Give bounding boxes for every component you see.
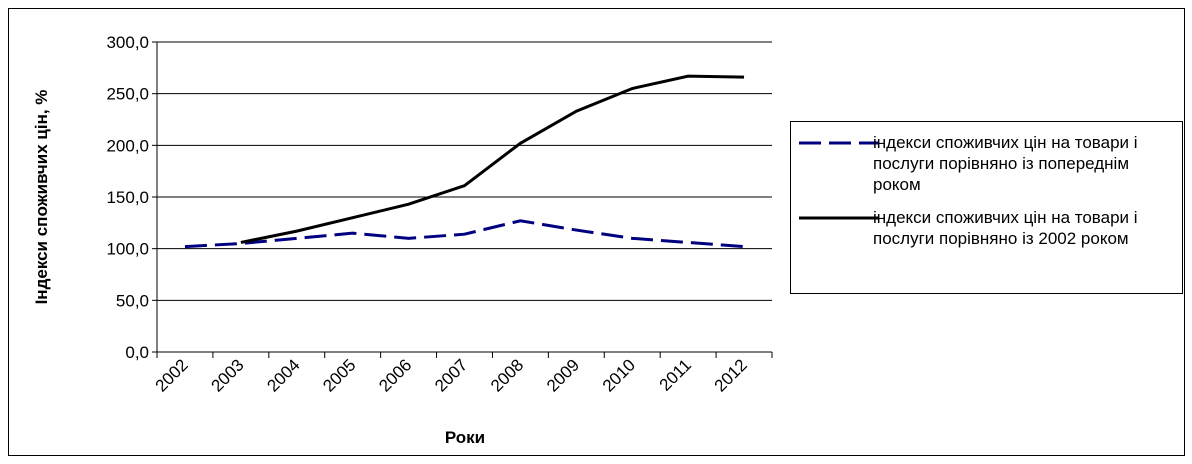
y-tick-label: 150,0: [106, 188, 149, 207]
y-tick-label: 300,0: [106, 33, 149, 52]
x-tick-label: 2002: [152, 355, 192, 395]
legend-swatch: [799, 216, 879, 220]
y-tick-label: 50,0: [116, 291, 149, 310]
y-tick-label: 200,0: [106, 136, 149, 155]
x-tick-label: 2003: [208, 355, 248, 395]
y-axis-title: Індекси споживчих цін, %: [32, 90, 51, 305]
x-tick-label: 2005: [319, 355, 359, 395]
x-tick-label: 2011: [656, 355, 695, 394]
legend: індекси споживчих цін на товари і послуг…: [790, 121, 1183, 294]
chart-border: [8, 8, 1185, 456]
x-tick-label: 2007: [431, 355, 471, 395]
x-tick-label: 2009: [543, 355, 583, 395]
y-tick-label: 100,0: [106, 240, 149, 259]
x-tick-label: 2008: [487, 355, 527, 395]
legend-label: індекси споживчих цін на товари і послуг…: [873, 208, 1138, 248]
legend-label: індекси споживчих цін на товари і послуг…: [873, 133, 1138, 194]
x-tick-label: 2012: [711, 355, 751, 395]
x-tick-label: 2010: [599, 355, 639, 395]
y-tick-label: 250,0: [106, 85, 149, 104]
y-tick-label: 0,0: [125, 343, 149, 362]
x-axis-title: Роки: [445, 428, 485, 447]
x-tick-label: 2004: [263, 355, 303, 395]
x-tick-label: 2006: [375, 355, 415, 395]
series-line: [184, 219, 745, 249]
series-line: [240, 74, 745, 244]
legend-swatch: [799, 141, 879, 145]
